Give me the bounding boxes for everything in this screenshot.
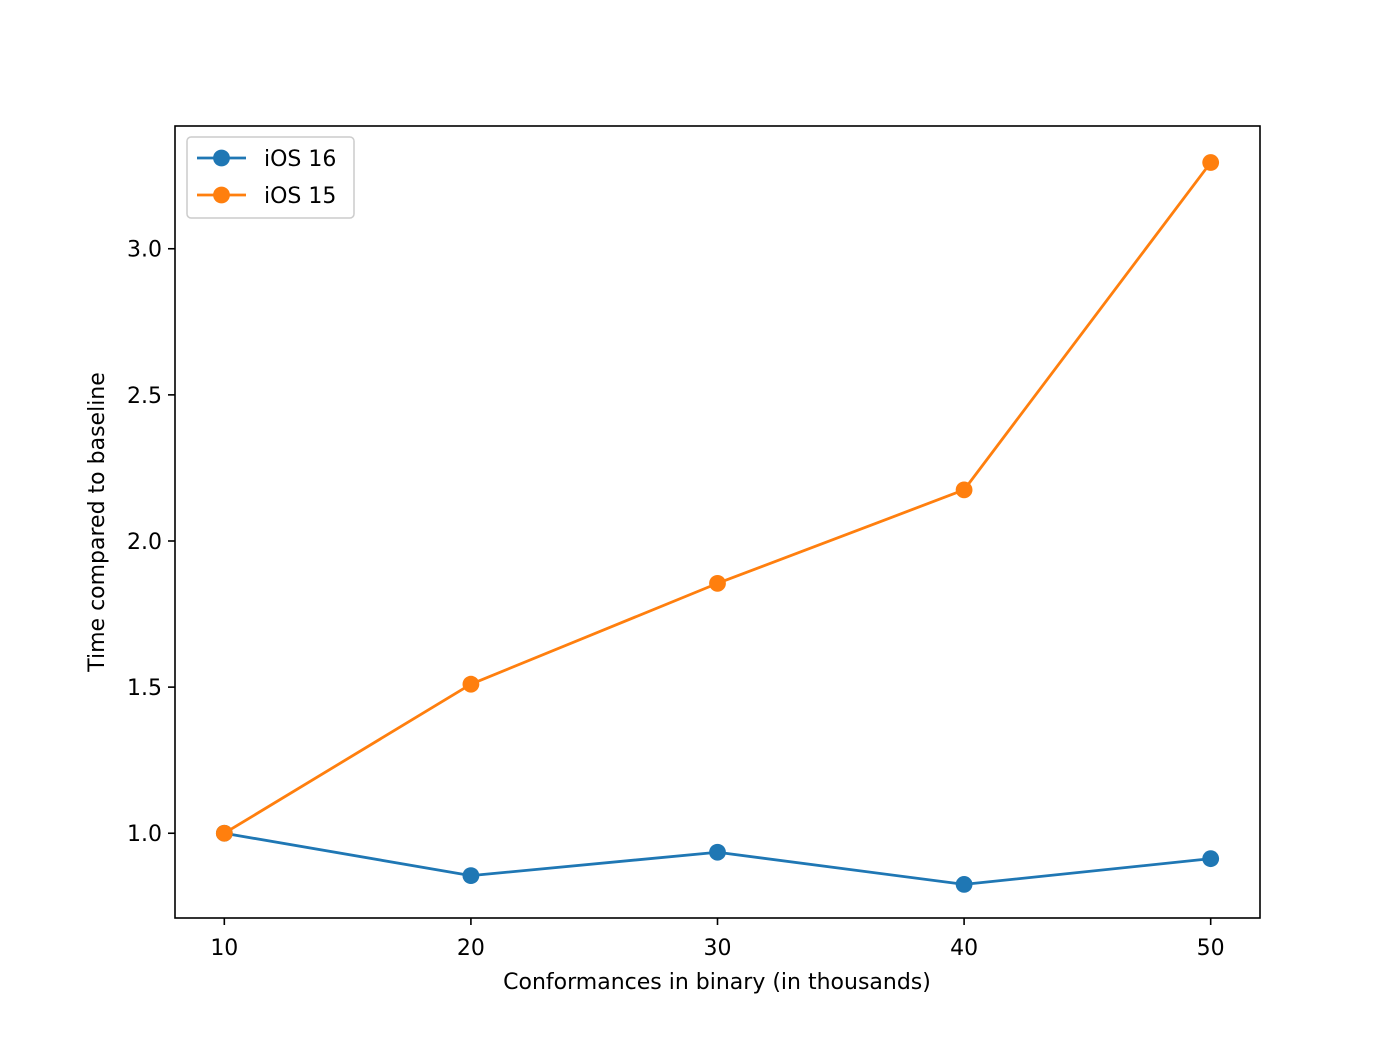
legend-entry-ios-16: iOS 16: [197, 147, 336, 172]
y-tick-label: 2.0: [127, 530, 162, 555]
data-point-ios-16: [709, 843, 726, 861]
y-tick-label: 3.0: [127, 238, 162, 263]
x-axis-ticks: 10 20 30 40 50: [210, 918, 1225, 961]
data-point-ios-15: [215, 824, 233, 842]
legend-marker-ios-15: [213, 186, 230, 204]
data-point-ios-16: [955, 875, 973, 893]
data-point-ios-15: [709, 574, 726, 592]
data-point-ios-15: [462, 675, 480, 693]
y-tick-label: 1.5: [127, 676, 162, 701]
y-tick-label: 2.5: [127, 384, 162, 409]
x-tick-label: 40: [950, 936, 978, 961]
data-point-ios-15: [955, 481, 973, 499]
legend-entry-ios-15: iOS 15: [197, 184, 336, 209]
data-point-ios-16: [1202, 850, 1220, 868]
x-tick-label: 20: [457, 936, 485, 961]
y-tick-label: 1.0: [127, 822, 162, 847]
y-axis-label: Time compared to baseline: [85, 372, 110, 673]
legend-label-ios-15: iOS 15: [264, 184, 336, 209]
series-ios-15: [215, 154, 1220, 842]
data-point-ios-15: [1202, 154, 1220, 171]
y-axis-ticks: 1.0 1.5 2.0 2.5 3.0: [127, 238, 175, 847]
x-tick-label: 10: [210, 936, 238, 961]
series-layer: [215, 154, 1220, 893]
legend: iOS 16 iOS 15: [186, 136, 355, 219]
data-point-ios-16: [462, 867, 480, 885]
x-axis-label: Conformances in binary (in thousands): [503, 970, 931, 995]
legend-marker-ios-16: [213, 149, 230, 167]
x-tick-label: 50: [1197, 936, 1225, 961]
legend-label-ios-16: iOS 16: [264, 147, 336, 172]
x-tick-label: 30: [704, 936, 732, 961]
